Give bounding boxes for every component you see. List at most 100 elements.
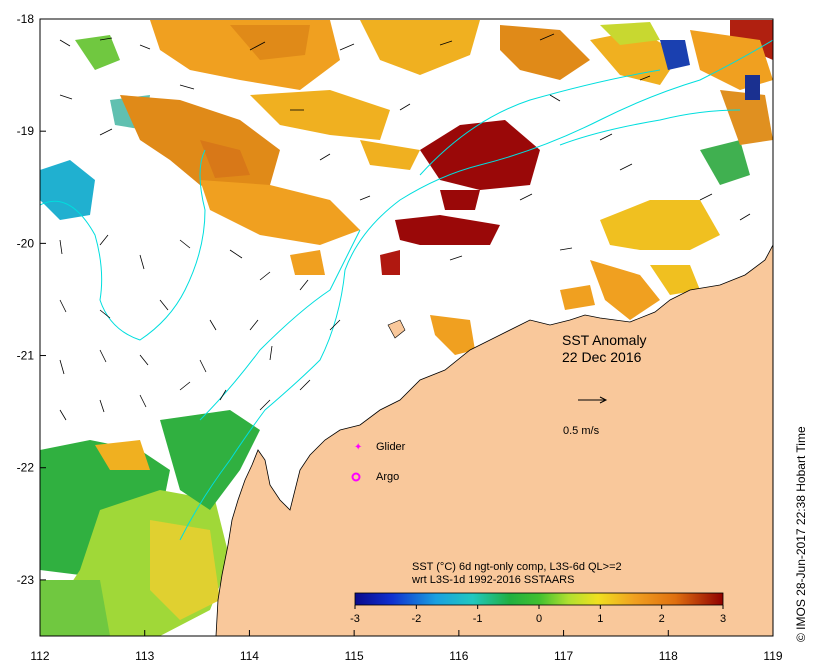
- bathymetry-contours: [40, 39, 773, 541]
- current-arrow: [549, 94, 561, 102]
- colorbar-tick-label: -1: [473, 613, 483, 625]
- current-arrow: [619, 163, 633, 171]
- current-arrow: [639, 75, 651, 81]
- argo-label: Argo: [376, 471, 399, 483]
- current-arrow: [229, 249, 243, 259]
- colorbar-tick-label: -3: [350, 613, 360, 625]
- current-arrow: [59, 299, 67, 313]
- current-arrow: [329, 319, 341, 331]
- current-arrow: [249, 319, 259, 331]
- current-arrow: [219, 389, 227, 401]
- y-tick-label: -18: [17, 12, 35, 26]
- colorbar-title-line2: wrt L3S-1d 1992-2016 SSTAARS: [411, 574, 574, 586]
- sst-patch: [75, 35, 120, 70]
- y-axis: -18 -19 -20 -21 -22 -23: [17, 12, 46, 587]
- sst-patch: [200, 180, 360, 245]
- colorbar: [354, 592, 724, 606]
- sst-patch: [600, 22, 660, 45]
- contour-line: [199, 229, 361, 421]
- current-arrow: [99, 399, 105, 413]
- x-tick-label: 115: [345, 649, 364, 663]
- sst-patch: [590, 260, 660, 320]
- current-arrow: [159, 299, 169, 311]
- sst-patch: [360, 140, 420, 170]
- sst-patch: [40, 160, 95, 220]
- plot-frame: [39, 18, 774, 637]
- x-tick-label: 113: [135, 649, 154, 663]
- colorbar-tick-label: 1: [597, 613, 603, 625]
- island: [387, 319, 406, 339]
- sst-patch: [600, 200, 720, 250]
- colorbar-tick-label: 3: [720, 613, 726, 625]
- glider-marker: ✦: [354, 442, 362, 453]
- current-arrow: [699, 193, 713, 201]
- current-arrow: [209, 319, 217, 331]
- current-arrow: [539, 33, 555, 41]
- current-arrow: [599, 133, 613, 141]
- sst-patch: [150, 520, 220, 620]
- current-arrow: [59, 239, 63, 255]
- contour-line: [419, 69, 661, 176]
- current-arrow: [269, 345, 273, 361]
- current-arrow: [179, 84, 195, 90]
- current-arrow: [179, 239, 191, 249]
- current-arrow: [59, 94, 73, 100]
- current-arrow: [99, 37, 113, 41]
- map-date: 22 Dec 2016: [562, 349, 642, 365]
- colorbar-tick-label: -2: [411, 613, 421, 625]
- x-tick-label: 119: [763, 649, 782, 663]
- sst-patch: [560, 285, 595, 310]
- sst-patch: [700, 140, 750, 185]
- current-arrow: [249, 41, 266, 51]
- current-arrow: [449, 255, 463, 261]
- colorbar-title-line1: SST (°C) 6d ngt-only comp, L3S-6d QL>=2: [412, 561, 622, 573]
- y-tick-label: -23: [17, 573, 35, 587]
- x-tick-label: 118: [659, 649, 678, 663]
- current-arrow: [199, 359, 207, 373]
- current-arrow: [99, 128, 113, 136]
- colorbar-tick-label: 2: [659, 613, 665, 625]
- contour-line: [40, 149, 206, 341]
- scale-arrow-head: [599, 396, 608, 404]
- sst-patch: [720, 90, 773, 145]
- sst-patch: [290, 250, 325, 275]
- current-arrow: [59, 409, 67, 421]
- current-vectors: [59, 33, 751, 421]
- current-arrow: [339, 43, 355, 51]
- current-arrow: [139, 394, 147, 408]
- colorbar-tick-label: 0: [536, 613, 542, 625]
- current-arrow: [59, 359, 65, 375]
- x-tick-label: 114: [240, 649, 259, 663]
- sst-patch: [420, 120, 540, 190]
- current-arrow: [299, 279, 309, 291]
- sst-patch: [440, 190, 480, 210]
- map-plot: SST Anomaly 22 Dec 2016 0.5 m/s ✦ Glider…: [40, 19, 773, 636]
- credit-text: © IMOS 28-Jun-2017 22:38 Hobart Time: [794, 426, 808, 642]
- current-arrow: [359, 195, 371, 201]
- x-tick-label: 112: [30, 649, 49, 663]
- current-arrow: [319, 153, 331, 161]
- current-arrow: [99, 309, 111, 319]
- current-arrow: [99, 234, 109, 246]
- map-title: SST Anomaly: [562, 332, 647, 348]
- current-arrow: [559, 247, 573, 251]
- y-tick-label: -22: [17, 461, 35, 475]
- current-arrow: [259, 271, 271, 281]
- x-axis: 112 113 114 115 116 117 118 119: [30, 630, 783, 663]
- contour-line: [179, 39, 773, 541]
- sst-patch: [360, 20, 480, 75]
- current-arrow: [399, 103, 411, 111]
- sst-patch: [380, 250, 400, 275]
- glider-label: Glider: [376, 441, 406, 453]
- y-tick-label: -19: [17, 124, 35, 138]
- sst-patch: [660, 40, 690, 70]
- x-tick-label: 117: [554, 649, 573, 663]
- sst-patch: [590, 30, 680, 85]
- sst-patch: [95, 440, 150, 470]
- current-arrow: [59, 39, 71, 47]
- sst-patch: [500, 25, 590, 80]
- contour-line: [559, 109, 741, 146]
- sst-patch: [650, 265, 700, 295]
- sst-patch: [200, 140, 250, 178]
